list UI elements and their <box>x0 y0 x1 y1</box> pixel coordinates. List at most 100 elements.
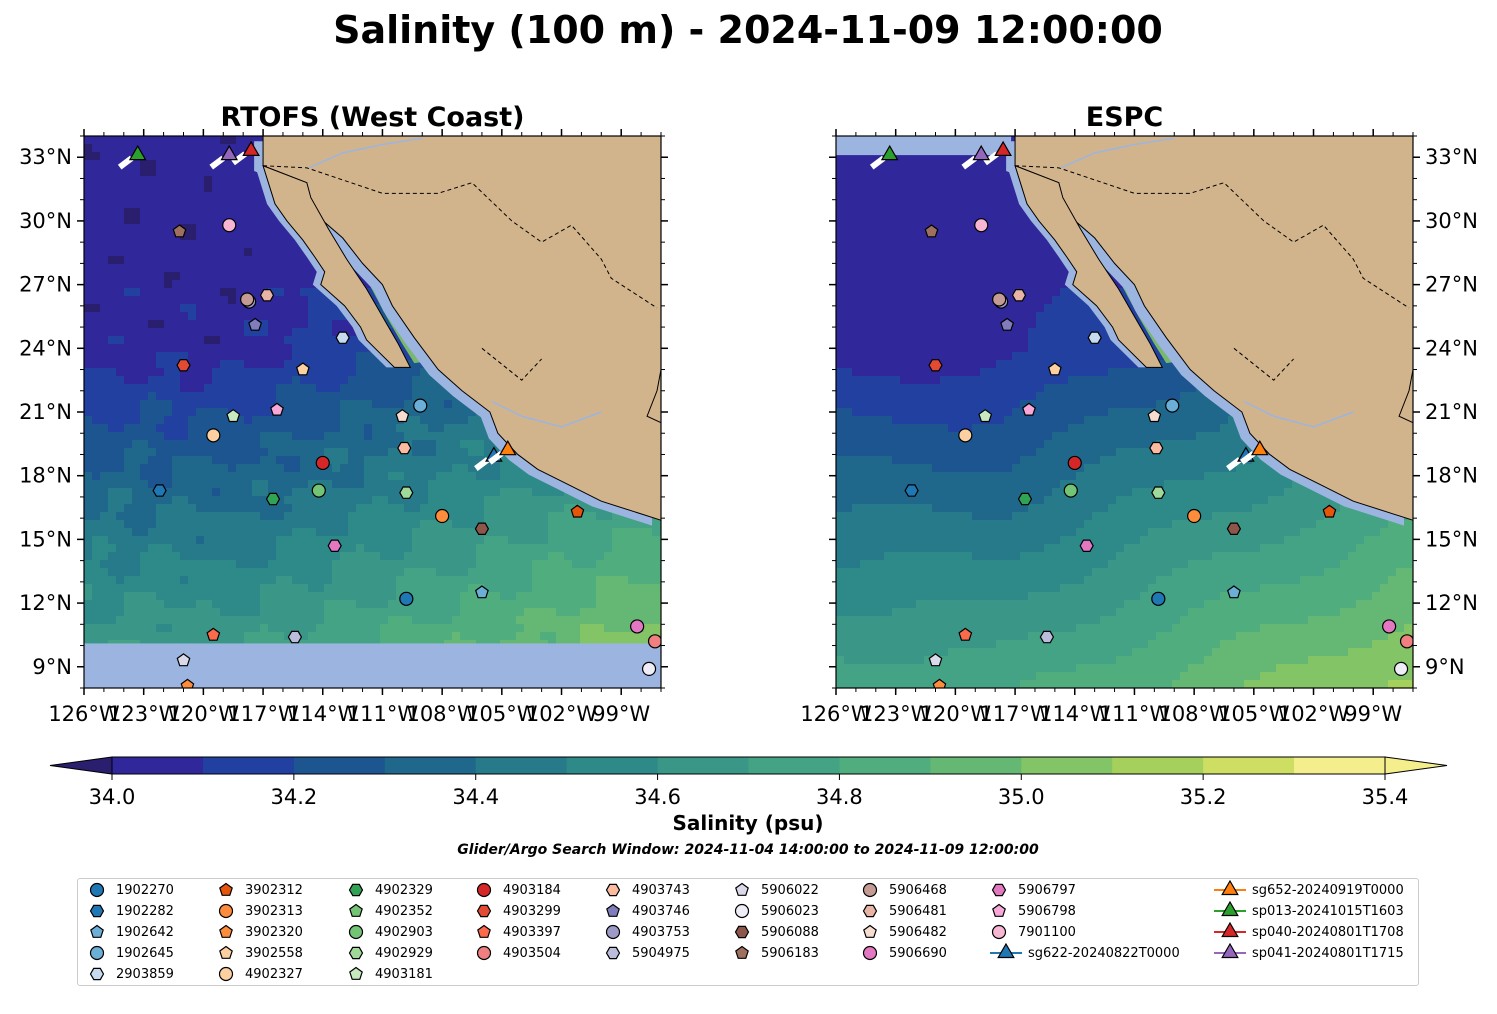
legend-label: 4903504 <box>503 945 561 961</box>
legend-entry: 1902642 <box>86 922 174 942</box>
float-marker-4902929 <box>1151 486 1166 499</box>
colorbar-tick-label: 34.2 <box>270 785 317 809</box>
lat-tick-label: 30°N <box>1425 209 1478 233</box>
float-marker-1902645 <box>413 398 428 413</box>
lon-tick-label: 99°W <box>1344 702 1402 726</box>
legend-label: sp041-20240801T1715 <box>1252 945 1404 961</box>
legend-label: 4902329 <box>375 882 433 898</box>
legend-marker-5906022 <box>735 882 749 896</box>
legend-marker-5906468 <box>862 882 878 898</box>
legend-entry: 4903299 <box>473 901 561 921</box>
colorbar-tick-label: 34.0 <box>89 785 136 809</box>
lon-tick-label: 114°W <box>287 702 359 726</box>
glider-marker-sp041-20240801T1715 <box>220 144 239 161</box>
float-marker-5904975 <box>287 630 303 644</box>
colorbar-bin <box>293 757 386 774</box>
panel-title: RTOFS (West Coast) <box>221 102 525 133</box>
lat-tick-label: 9°N <box>32 655 72 679</box>
float-marker-3902313 <box>435 508 450 524</box>
lat-tick-label: 27°N <box>1425 273 1478 297</box>
legend-label: 3902312 <box>245 882 303 898</box>
lon-tick-label: 117°W <box>979 702 1051 726</box>
lon-tick-label: 108°W <box>1158 702 1230 726</box>
lat-tick-label: 12°N <box>19 591 72 615</box>
float-marker-7901100 <box>974 218 989 233</box>
float-marker-5906482 <box>395 408 410 423</box>
legend-label: 4902352 <box>375 903 433 919</box>
legend-entry: 1902282 <box>86 901 174 921</box>
glider-marker-sp013-20241015T1603 <box>128 144 147 161</box>
float-marker-1902642 <box>474 585 489 599</box>
legend-marker-4902352 <box>349 903 363 917</box>
legend-entry: 4902929 <box>345 943 433 963</box>
legend-label: 5906183 <box>761 945 819 961</box>
float-marker-5906022 <box>928 653 943 667</box>
float-marker-5906797 <box>327 539 342 553</box>
legend-entry: 4903184 <box>473 880 561 900</box>
search-window-subtitle: Glider/Argo Search Window: 2024-11-04 14… <box>457 842 1039 858</box>
legend-label: 3902313 <box>245 903 303 919</box>
legend-marker-5906481 <box>862 904 878 918</box>
float-marker-4903299 <box>928 359 943 372</box>
legend-label: 5904975 <box>632 945 690 961</box>
float-marker-4903397 <box>206 627 221 641</box>
legend-marker-5906690 <box>862 945 878 961</box>
legend-entry: 4902352 <box>345 901 433 921</box>
legend-label: 4902929 <box>375 945 433 961</box>
float-marker-4902903 <box>1063 483 1078 498</box>
legend-entry: 5906468 <box>859 880 947 900</box>
legend-entry: 5906690 <box>859 943 947 963</box>
lat-tick-label: 12°N <box>1425 591 1478 615</box>
lat-tick-label: 27°N <box>19 273 72 297</box>
legend-entry: 5906183 <box>731 943 819 963</box>
float-marker-5906468 <box>992 292 1007 307</box>
lon-tick-label: 123°W <box>108 702 180 726</box>
float-marker-4902329 <box>265 492 281 506</box>
colorbar-bin <box>475 757 568 774</box>
lon-tick-label: 126°W <box>48 702 120 726</box>
legend-marker-4903504 <box>476 945 492 961</box>
legend-label: sg622-20240822T0000 <box>1028 945 1180 961</box>
legend-label: 4903397 <box>503 924 561 940</box>
lon-tick-label: 105°W <box>1218 702 1290 726</box>
float-marker-1902645 <box>1165 398 1180 413</box>
legend-marker-4902903 <box>348 924 364 940</box>
colorbar-bin <box>1021 757 1113 774</box>
legend-marker-3902558 <box>219 945 233 959</box>
float-marker-5906798 <box>270 402 284 416</box>
float-marker-5906023 <box>1393 661 1409 676</box>
float-marker-7901100 <box>222 218 237 233</box>
legend-label: 4903753 <box>632 924 690 940</box>
float-marker-5906690 <box>1382 619 1397 634</box>
float-marker-5906468 <box>240 292 255 307</box>
legend-entry: 5906023 <box>731 901 819 921</box>
lat-tick-label: 21°N <box>19 400 72 424</box>
legend-label: 5906690 <box>889 945 947 961</box>
float-marker-4903181 <box>978 408 993 423</box>
legend-entry: 5906088 <box>731 922 819 942</box>
legend-marker-sp041-20240801T1715 <box>1221 943 1239 959</box>
glider-marker-sp040-20240801T1708 <box>994 140 1012 156</box>
legend-entry: 5906797 <box>988 880 1076 900</box>
legend-marker-4903743 <box>605 883 621 897</box>
float-marker-3902558 <box>1047 362 1062 376</box>
legend-label: 4903299 <box>503 903 561 919</box>
lon-tick-label: 102°W <box>1278 702 1350 726</box>
float-marker-3902320 <box>180 678 195 688</box>
legend-marker-sp040-20240801T1708 <box>1221 922 1239 938</box>
lon-tick-label: 114°W <box>1039 702 1111 726</box>
legend-marker-sp013-20241015T1603 <box>1221 901 1239 917</box>
colorbar-bin <box>1112 757 1204 774</box>
colorbar-bin <box>566 757 659 774</box>
legend-marker-1902642 <box>90 924 104 938</box>
legend-entry: 7901100 <box>988 922 1076 942</box>
float-marker-5906023 <box>641 661 657 676</box>
legend-entry: 4902903 <box>345 922 433 942</box>
lat-tick-label: 30°N <box>19 209 72 233</box>
legend-label: 5906022 <box>761 882 819 898</box>
lon-tick-label: 117°W <box>227 702 299 726</box>
float-marker-5906022 <box>176 653 191 667</box>
legend-label: 5906023 <box>761 903 819 919</box>
lon-tick-label: 102°W <box>526 702 598 726</box>
lat-tick-label: 15°N <box>19 527 72 551</box>
